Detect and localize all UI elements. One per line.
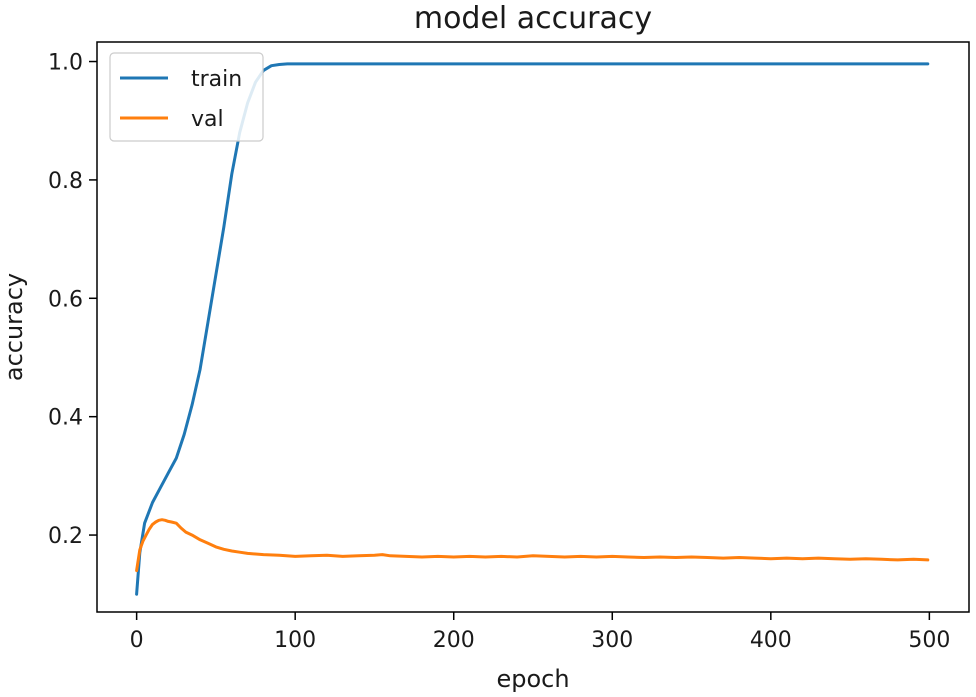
x-tick-label: 0 — [130, 628, 144, 653]
x-tick-label: 500 — [908, 628, 950, 653]
legend-label-val: val — [191, 107, 224, 132]
y-tick-label: 0.8 — [48, 169, 83, 194]
x-tick-label: 300 — [591, 628, 633, 653]
legend: train val — [109, 52, 264, 142]
y-axis-ticks: 0.2 0.4 0.6 0.8 1.0 — [48, 51, 97, 549]
series-line-train — [135, 62, 930, 596]
legend-entries: train val — [120, 67, 242, 132]
chart-title: model accuracy — [414, 1, 652, 36]
y-tick-label: 1.0 — [48, 51, 83, 76]
series-layer — [135, 62, 930, 596]
y-tick-label: 0.2 — [48, 524, 83, 549]
y-tick-label: 0.6 — [48, 287, 83, 312]
x-tick-label: 100 — [274, 628, 316, 653]
legend-label-train: train — [191, 67, 242, 92]
y-tick-label: 0.4 — [48, 406, 83, 431]
series-line-val — [135, 518, 930, 573]
plot-frame — [96, 41, 970, 613]
y-axis-label: accuracy — [0, 273, 28, 381]
x-axis-ticks: 0 100 200 300 400 500 — [130, 612, 950, 653]
x-tick-label: 200 — [433, 628, 475, 653]
x-tick-label: 400 — [750, 628, 792, 653]
x-axis-label: epoch — [496, 665, 569, 693]
